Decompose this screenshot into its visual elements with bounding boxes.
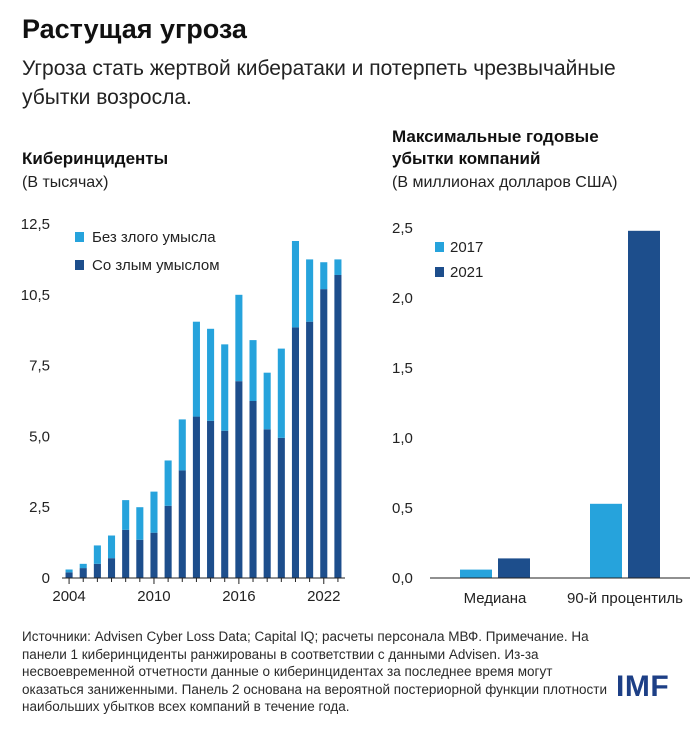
bar-non-malicious [93,545,101,564]
category-label: 90-й процентиль [567,590,683,607]
bar-non-malicious [249,340,257,401]
y-tick-label: 0,0 [392,570,413,587]
bar-malicious [235,381,243,578]
bar-malicious [207,420,215,578]
y-tick-label: 12,5 [21,216,50,233]
legend-swatch [75,232,84,242]
x-tick-label: 2004 [52,588,85,605]
bar-non-malicious [178,419,186,471]
panel1-unit: (В тысячах) [22,174,109,191]
charts-canvas: 0 2,5 5,0 7,5 10,5 12,5 2004 2010 2016 2022 Без зл… [21,216,690,607]
bar-non-malicious [192,321,200,417]
bar-malicious [277,437,285,578]
bar-2017 [460,569,492,578]
legend-swatch [435,242,444,252]
panel2-unit: (В миллионах долларов США) [392,174,618,191]
bar-malicious [320,289,328,578]
chart-subtitle: Угроза стать жертвой кибератаки и потерп… [22,57,616,109]
y-tick-label: 0,5 [392,500,413,517]
y-tick-label: 2,5 [392,220,413,237]
legend-label: Без злого умысла [92,229,216,246]
legend-label: 2021 [450,264,483,281]
panel1-title: Киберинциденты [22,149,169,168]
bar-malicious [334,274,342,578]
bar-non-malicious [107,535,116,559]
bar-non-malicious [207,328,215,421]
bar-non-malicious [291,240,300,328]
imf-logo: IMF [616,670,670,703]
bar-non-malicious [136,507,144,540]
bar-malicious [107,558,116,578]
y-tick-label: 1,5 [392,360,413,377]
bar-non-malicious [221,344,229,431]
y-tick-label: 2,0 [392,290,413,307]
bar-malicious [65,572,73,578]
y-tick-label: 10,5 [21,287,50,304]
y-tick-label: 7,5 [29,358,50,375]
bar-non-malicious [320,262,328,290]
bar-malicious [79,568,87,578]
legend-label: Со злым умыслом [92,257,220,274]
bar-non-malicious [235,294,243,382]
bar-2021 [498,558,530,578]
bar-malicious [178,470,186,578]
bar-non-malicious [334,259,342,275]
bar-non-malicious [164,460,172,506]
bar-non-malicious [263,372,271,430]
y-tick-label: 1,0 [392,430,413,447]
panel2-title: Максимальные годовые убытки компаний [392,127,599,168]
bar-non-malicious [150,491,158,533]
bar-malicious [249,401,257,578]
category-label: Медиана [464,590,527,607]
x-tick-label: 2016 [222,588,255,605]
bar-malicious [291,327,300,578]
bar-malicious [150,532,158,578]
x-tick-label: 2022 [307,588,340,605]
x-tick-label: 2010 [137,588,170,605]
bar-malicious [263,429,271,578]
bar-2021 [628,230,660,579]
bar-malicious [122,529,130,578]
bar-2017 [590,503,622,578]
footnote: Источники: Advisen Cyber Loss Data; Capi… [22,629,608,714]
legend-label: 2017 [450,239,483,256]
legend-swatch [75,260,84,270]
y-tick-label: 0 [42,570,50,587]
bar-malicious [93,563,101,578]
bar-non-malicious [122,500,130,530]
bar-non-malicious [306,259,314,322]
bar-malicious [192,416,200,578]
legend-swatch [435,267,444,277]
chart-title: Растущая угроза [22,14,247,44]
bar-malicious [164,505,172,578]
bar-non-malicious [277,348,285,438]
bar-malicious [136,539,144,578]
y-tick-label: 5,0 [29,428,50,445]
bar-malicious [221,430,229,578]
y-tick-label: 2,5 [29,499,50,516]
bar-non-malicious [79,563,87,569]
bar-non-malicious [65,569,73,573]
bar-malicious [306,321,314,578]
